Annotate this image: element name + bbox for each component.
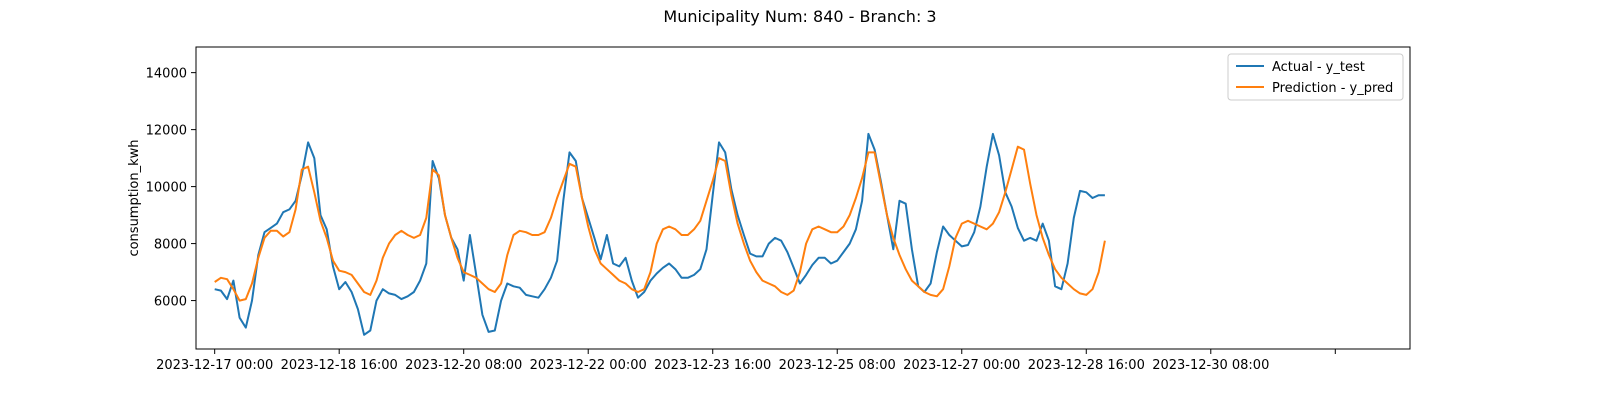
y-tick-label: 10000 [146,181,187,196]
plot-frame [195,46,1411,350]
y-tick-label: 8000 [154,238,187,253]
y-tick-label: 14000 [146,67,187,82]
y-axis: 6000 8000 10000 12000 14000 [146,67,196,310]
x-tick-label: 2023-12-22 00:00 [530,358,647,373]
legend-label: Actual - y_test [1272,60,1365,75]
x-tick-label: 2023-12-18 16:00 [281,358,398,373]
x-tick-label: 2023-12-20 08:00 [405,358,522,373]
series-line-prediction [214,145,1106,302]
plot-area [195,46,1411,350]
x-tick-label: 2023-12-28 16:00 [1028,358,1145,373]
x-axis: 2023-12-17 00:00 2023-12-18 16:00 2023-12-… [156,349,1336,373]
series-line-actual [214,132,1105,336]
x-tick-label: 2023-12-25 08:00 [779,358,896,373]
legend: Actual - y_test Prediction - y_pred [1227,53,1404,101]
x-tick-label: 2023-12-30 08:00 [1152,358,1269,373]
x-tick-label: 2023-12-27 00:00 [903,358,1020,373]
y-tick-label: 12000 [146,124,187,139]
legend-box [1227,53,1404,101]
chart-title: Municipality Num: 840 - Branch: 3 [663,7,936,26]
x-tick-label: 2023-12-23 16:00 [654,358,771,373]
y-axis-label: consumption_kwh [127,139,142,256]
legend-label: Prediction - y_pred [1272,81,1393,96]
y-tick-label: 6000 [154,295,187,310]
x-tick-label: 2023-12-17 00:00 [156,358,273,373]
series-layer [214,132,1106,336]
